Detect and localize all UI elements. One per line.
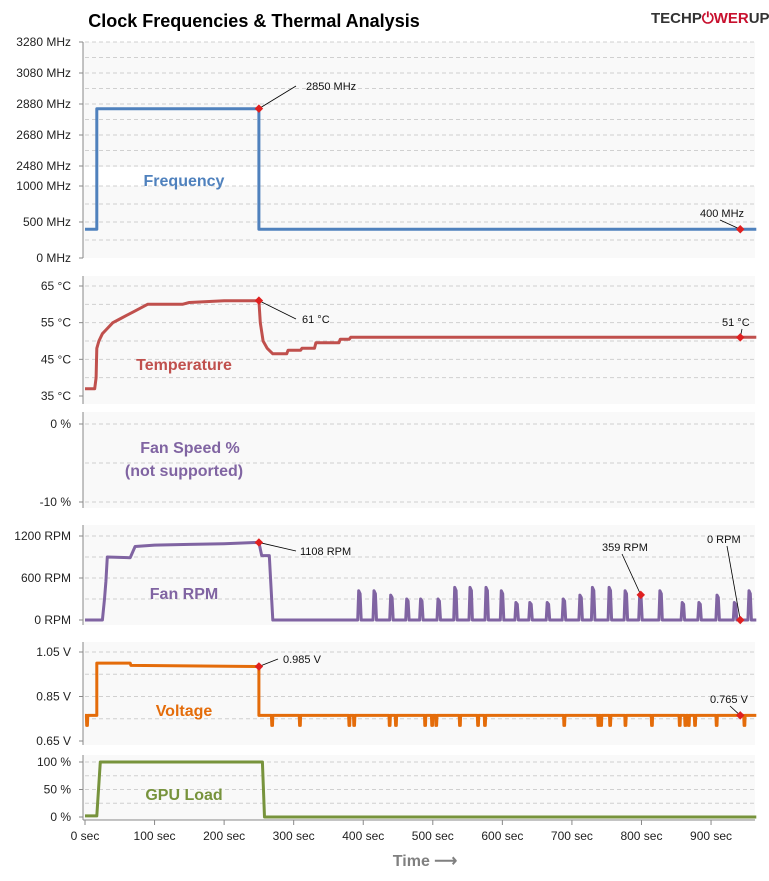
panel-label-freq: Frequency [144,173,225,190]
annotation-leader [719,219,741,230]
x-tick-label: 200 sec [203,829,245,843]
annotation-leader [258,658,279,667]
y-tick-label: -10 % [40,495,72,509]
data-marker [636,590,646,600]
plot-background [83,755,755,820]
y-tick-label: 35 °C [41,389,71,403]
panel-fanpct: 0 % -10 % Fan Speed % (not supported) [40,412,755,509]
annotation-leader [258,300,297,320]
y-tick-label: 1000 MHz [16,179,71,193]
plot-background [83,642,755,745]
y-tick-label: 600 RPM [21,571,71,585]
chart-title: Clock Frequencies & Thermal Analysis [88,11,419,31]
x-tick-label: 500 sec [412,829,454,843]
x-tick-label: 800 sec [620,829,662,843]
annotation-label: 0 RPM [707,534,741,546]
y-tick-label: 2880 MHz [16,97,71,111]
panel-label-temp: Temperature [136,357,232,374]
annotation-label: 0.765 V [710,694,749,706]
y-tick-label: 50 % [44,783,72,797]
x-tick-label: 0 sec [71,829,100,843]
annotation-leader [726,545,741,621]
annotation-leader [258,85,297,109]
techpowerup-logo: TECHP⏻WERUP [651,10,769,27]
y-tick-label: 65 °C [41,279,71,293]
annotation-label: 2850 MHz [306,81,356,93]
panel-volt: 1.05 V 0.85 V 0.65 V Voltage 0.985 V 0.765 V [36,642,757,748]
series-line-rpm [85,540,757,622]
y-tick-label: 0 % [50,810,71,824]
data-marker [254,104,264,113]
x-tick-label: 600 sec [481,829,523,843]
panel-rpm: 1200 RPM 600 RPM 0 RPM Fan RPM 1108 RPM 359 R… [14,525,757,627]
y-tick-label: 0 RPM [34,613,71,627]
annotation-label: 61 °C [302,314,330,326]
plot-background [83,42,755,258]
y-tick-label: 0.65 V [36,734,71,748]
y-tick-label: 2480 MHz [16,159,71,173]
panel-temp: 65 °C 55 °C 45 °C 35 °C Temperature 61 °C 51 °… [41,276,757,404]
panel-load: 100 % 50 % 0 % GPU Load [37,755,757,824]
annotation-label: 400 MHz [700,208,744,220]
y-tick-label: 2680 MHz [16,128,71,142]
panel-label-load: GPU Load [145,787,222,804]
data-marker [254,538,264,547]
x-tick-label: 300 sec [273,829,315,843]
data-marker [736,615,745,625]
data-marker [254,662,264,671]
plot-background [83,412,755,508]
y-tick-label: 55 °C [41,316,71,330]
x-tick-label: 700 sec [551,829,593,843]
annotation-label: 0.985 V [283,654,322,666]
plot-background [83,276,755,404]
y-tick-label: 1200 RPM [14,529,71,543]
annotation-leader [621,553,642,596]
y-tick-label: 0 MHz [36,251,71,265]
data-marker [736,333,745,342]
panel-label-fanpct: Fan Speed % [140,440,240,457]
y-tick-label: 45 °C [41,352,71,366]
series-line-freq [85,107,757,231]
x-axis-label: Time ⟶ [393,853,458,870]
y-tick-label: 3080 MHz [16,66,71,80]
data-marker [254,296,264,305]
svg-text:TECHP⏻WERUP: TECHP⏻WERUP [651,10,769,27]
panel-label-volt: Voltage [156,703,213,720]
panel-label-rpm: Fan RPM [150,586,218,603]
annotation-leader [258,542,297,552]
x-tick-label: 100 sec [134,829,176,843]
y-tick-label: 0.85 V [36,690,71,704]
y-tick-label: 3280 MHz [16,35,71,49]
y-tick-label: 100 % [37,755,71,769]
y-tick-label: 500 MHz [23,215,71,229]
annotation-label: 51 °C [722,317,750,329]
y-tick-label: 1.05 V [36,645,71,659]
panel-freq: 3280 MHz 3080 MHz 2880 MHz 2680 MHz 2480 MHz… [16,35,757,265]
data-marker [736,711,745,720]
annotation-label: 1108 RPM [300,546,351,558]
series-line-load [85,760,757,819]
y-tick-label: 0 % [50,417,71,431]
axis-break [83,167,755,186]
x-tick-label: 900 sec [690,829,732,843]
annotation-label: 359 RPM [602,542,648,554]
series-line-volt [84,661,757,727]
x-tick-label: 400 sec [342,829,384,843]
panel-note: (not supported) [125,463,243,480]
